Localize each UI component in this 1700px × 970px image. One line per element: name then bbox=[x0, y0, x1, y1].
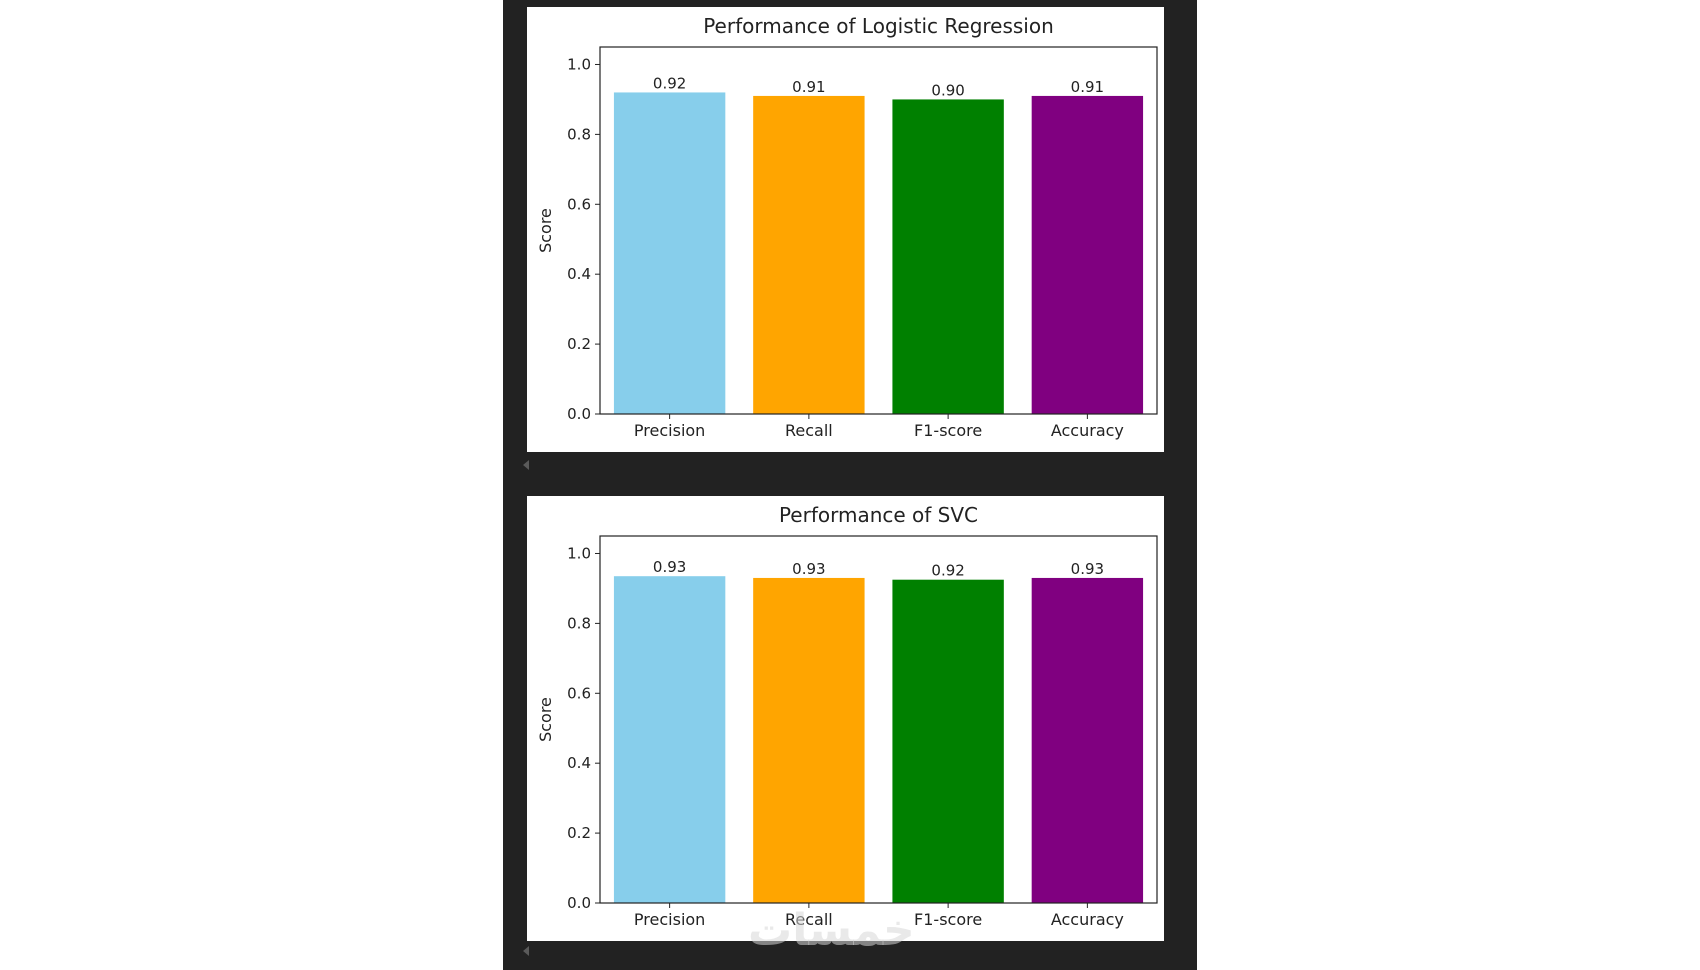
bar-value-label: 0.91 bbox=[792, 78, 825, 96]
bar-precision bbox=[613, 92, 726, 414]
x-tick-label: Recall bbox=[785, 910, 833, 929]
bar-value-label: 0.93 bbox=[792, 560, 825, 578]
bar-value-label: 0.92 bbox=[931, 562, 964, 580]
bar-recall bbox=[753, 577, 865, 903]
bar-accuracy bbox=[1031, 577, 1144, 903]
y-tick-label: 0.2 bbox=[567, 335, 591, 353]
y-axis-label: Score bbox=[536, 208, 555, 253]
x-tick-label: Accuracy bbox=[1051, 910, 1124, 929]
bar-recall bbox=[753, 95, 865, 414]
chart-svg: Performance of Logistic Regression 0.92 Pr… bbox=[536, 14, 1158, 440]
bar-precision bbox=[613, 576, 726, 903]
bar-value-label: 0.93 bbox=[653, 558, 686, 576]
plot-frame bbox=[599, 535, 1158, 904]
chart-svg: Performance of SVC 0.93 Precision 0.93 Recal… bbox=[536, 503, 1158, 929]
y-tick-label: 0.2 bbox=[567, 824, 591, 842]
y-tick-label: 0.0 bbox=[567, 894, 591, 912]
logistic-regression-chart: Performance of Logistic Regression 0.92 Pr… bbox=[527, 7, 1164, 452]
y-tick-label: 0.6 bbox=[567, 195, 591, 213]
bar-accuracy bbox=[1031, 95, 1144, 414]
y-axis-label: Score bbox=[536, 697, 555, 742]
chart-title: Performance of Logistic Regression bbox=[703, 14, 1054, 38]
bar-f1-score bbox=[892, 99, 1004, 414]
y-tick-label: 1.0 bbox=[567, 55, 591, 73]
x-tick-label: Recall bbox=[785, 421, 833, 440]
x-tick-label: F1-score bbox=[914, 910, 982, 929]
collapse-output-arrow-icon[interactable] bbox=[523, 946, 529, 956]
bar-value-label: 0.93 bbox=[1071, 560, 1104, 578]
collapse-output-arrow-icon[interactable] bbox=[523, 460, 529, 470]
notebook-output-panel: Performance of Logistic Regression 0.92 Pr… bbox=[503, 0, 1197, 970]
y-tick-label: 0.8 bbox=[567, 614, 591, 632]
x-tick-label: Precision bbox=[634, 910, 705, 929]
plot-frame bbox=[599, 46, 1158, 415]
y-tick-label: 1.0 bbox=[567, 544, 591, 562]
x-tick-label: Accuracy bbox=[1051, 421, 1124, 440]
watermark-logo: خمسات bbox=[748, 905, 915, 956]
bar-value-label: 0.91 bbox=[1071, 78, 1104, 96]
y-tick-label: 0.8 bbox=[567, 125, 591, 143]
y-tick-label: 0.6 bbox=[567, 684, 591, 702]
y-tick-label: 0.0 bbox=[567, 405, 591, 423]
chart-title: Performance of SVC bbox=[779, 503, 978, 527]
svc-chart: Performance of SVC 0.93 Precision 0.93 Recal… bbox=[527, 496, 1164, 941]
y-tick-label: 0.4 bbox=[567, 265, 591, 283]
bar-value-label: 0.92 bbox=[653, 74, 686, 92]
x-tick-label: Precision bbox=[634, 421, 705, 440]
x-tick-label: F1-score bbox=[914, 421, 982, 440]
bar-value-label: 0.90 bbox=[931, 81, 964, 99]
bar-f1-score bbox=[892, 579, 1004, 903]
y-tick-label: 0.4 bbox=[567, 754, 591, 772]
